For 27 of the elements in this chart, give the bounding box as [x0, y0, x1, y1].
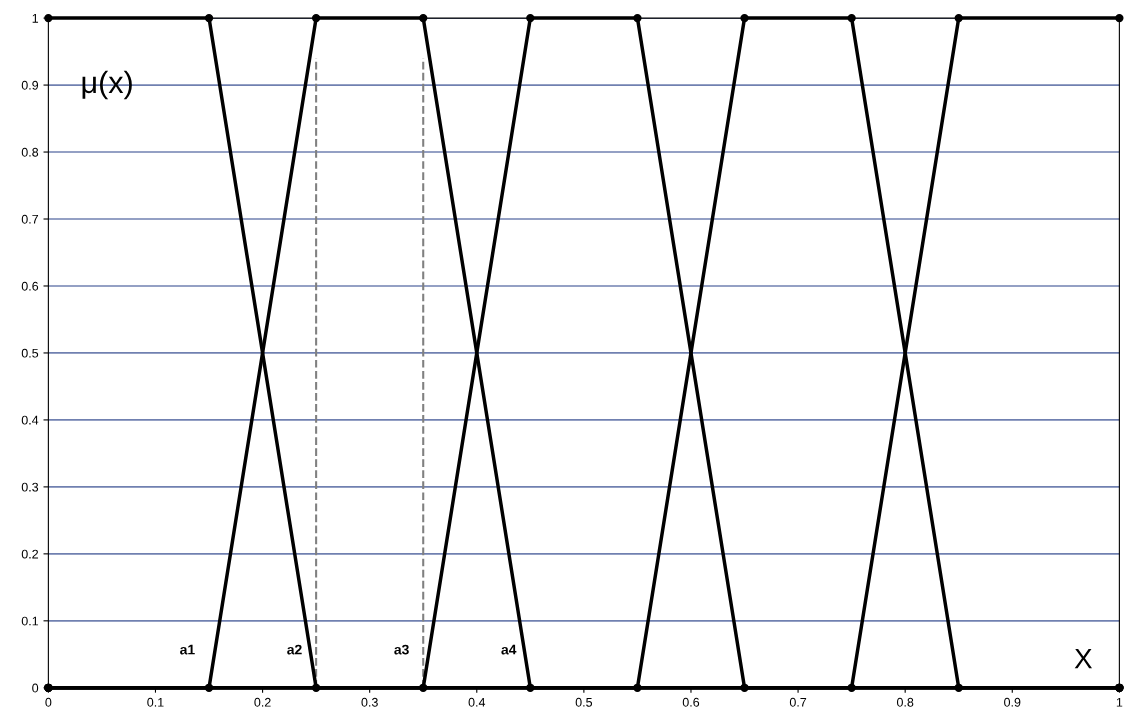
- y-tick-label: 0.2: [21, 549, 39, 559]
- y-tick-label: 0.4: [21, 415, 39, 425]
- x-tick-label: 0.4: [468, 697, 486, 707]
- y-tick-label: 0.7: [21, 214, 39, 224]
- x-tick-label: 0.5: [575, 697, 593, 707]
- y-tick-label: 1: [32, 14, 39, 23]
- x-tick-label: 0.9: [1004, 697, 1021, 707]
- y-tick-label: 0: [32, 683, 39, 693]
- annotation: a3: [394, 644, 409, 655]
- x-tick-label: 0.6: [682, 697, 700, 707]
- y-tick-label: 0.8: [21, 147, 39, 157]
- x-tick-label: 0.8: [896, 697, 914, 707]
- x-tick-label: 0.1: [147, 697, 164, 707]
- y-tick-label: 0.6: [21, 281, 39, 291]
- x-tick-label: 1: [1116, 697, 1123, 707]
- x-tick-label: 0.7: [789, 697, 807, 707]
- y-tick-label: 0.9: [21, 80, 39, 90]
- x-axis-title: X: [1074, 649, 1093, 669]
- x-tick-label: 0: [45, 697, 52, 707]
- x-tick-label: 0.2: [254, 697, 271, 707]
- annotation: a2: [287, 644, 302, 655]
- y-tick-label: 0.1: [21, 616, 39, 626]
- y-tick-label: 0.5: [21, 348, 39, 358]
- x-tick-label: 0.3: [361, 697, 378, 707]
- annotation: a1: [180, 644, 195, 655]
- y-tick-label: 0.3: [21, 482, 39, 492]
- annotation: a4: [501, 644, 517, 655]
